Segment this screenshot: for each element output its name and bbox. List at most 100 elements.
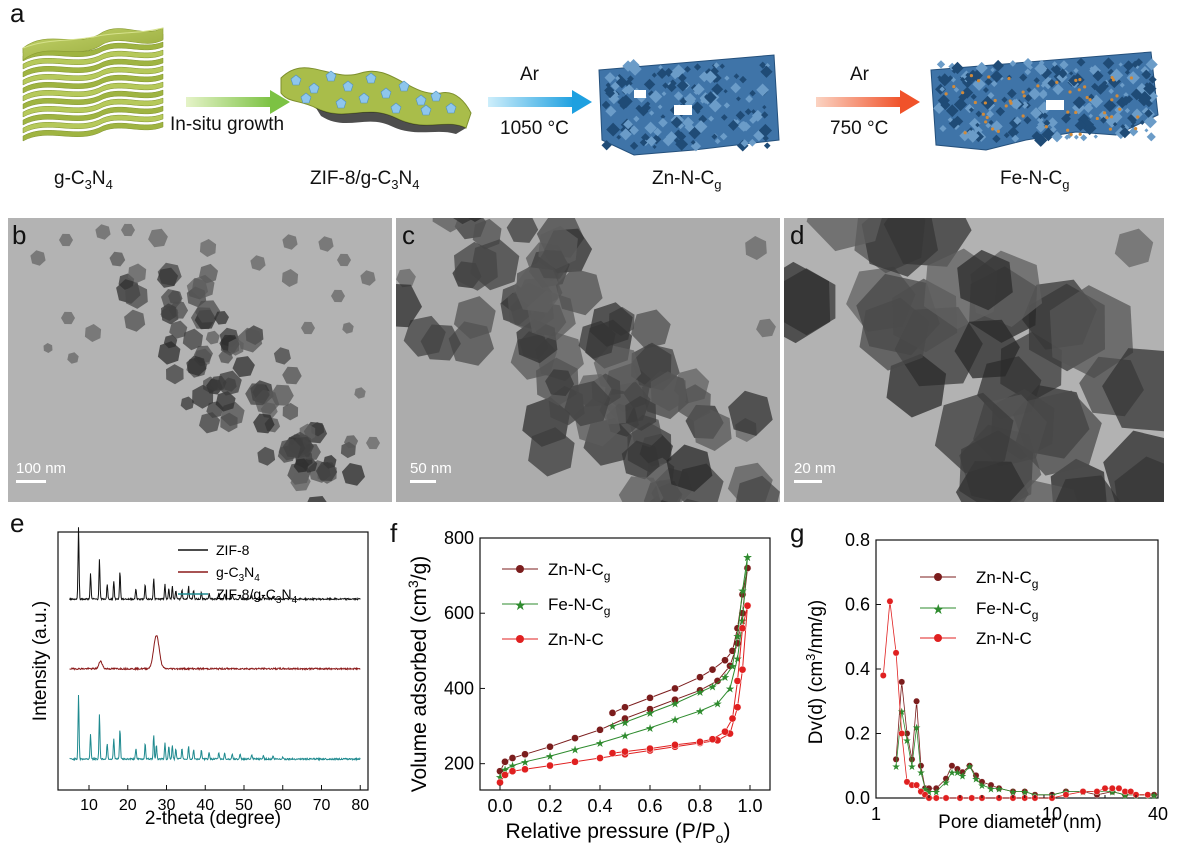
carbon-texture-mark (651, 72, 657, 78)
pore-y-tick-label: 0.4 (845, 659, 870, 679)
isotherm-chart: ★★★ ★ ★★★★★★★★★★★★★★★★★★★★★★★ 0.0 0.2 0.4 0.6… (406, 528, 771, 844)
carbon-texture-mark (1065, 112, 1071, 118)
isotherm-point-star: ★ (620, 730, 630, 742)
nanoparticle (420, 324, 461, 361)
fe-site-dot (1134, 127, 1138, 131)
fe-site-dot (987, 75, 991, 79)
nanoparticle (278, 438, 301, 461)
carbon-texture-mark (1047, 78, 1057, 88)
xrd-chart: 10 20 30 40 50 60 70 80 2-theta (degree) Intens… (30, 527, 369, 829)
isotherm-point-star: ★ (725, 683, 735, 695)
stack-layer (22, 113, 164, 134)
isotherm-x-tick-label: 0.4 (587, 796, 612, 816)
pore-point-star: ★ (995, 784, 1004, 795)
xrd-chart-frame (57, 531, 369, 791)
carbon-texture-mark (1073, 67, 1079, 74)
carbon-texture-mark (987, 91, 995, 99)
isotherm-point (743, 601, 752, 610)
xrd-legend: ZIF-8 g-C3N4 ZIF-8/g-C3N4 (178, 542, 298, 606)
pore-point-star: ★ (947, 768, 956, 779)
carbon-texture-mark (733, 73, 740, 80)
carbon-texture-mark (1007, 126, 1019, 139)
fe-site-dot (983, 101, 987, 105)
pore-size-chart: ★★★★★★★★★★★★★★★★★★★★★★★★★★★★★★ 110400.00… (803, 530, 1168, 833)
pore-point-star: ★ (1020, 788, 1029, 799)
fe-site-dot (1022, 94, 1026, 98)
carbon-texture-mark (660, 114, 666, 120)
isotherm-x-tick-label: 1.0 (737, 796, 762, 816)
nanoparticle (1114, 228, 1154, 268)
nanoparticle (317, 501, 321, 502)
nanoparticle (506, 218, 539, 243)
carbon-texture-mark (629, 141, 639, 151)
carbon-texture-mark (1003, 132, 1010, 139)
zif8-crystal (380, 87, 392, 99)
carbon-texture-mark (1052, 83, 1064, 96)
carbon-texture-mark (627, 75, 634, 83)
isotherm-point (696, 673, 704, 682)
carbon-texture-mark (1119, 82, 1125, 88)
carbon-texture-mark (1103, 99, 1117, 113)
fe-site-dot (1074, 110, 1078, 115)
carbon-texture-mark (1009, 60, 1017, 67)
pore-point (1093, 788, 1101, 795)
carbon-texture-mark (648, 110, 655, 116)
carbon-texture-mark (1013, 116, 1022, 125)
fe-site-dot (1004, 104, 1008, 108)
legend-text-fe-n-cg: Fe-N-Cg (548, 595, 610, 618)
carbon-texture-mark (1050, 63, 1062, 75)
carbon-texture-mark (661, 91, 667, 97)
stack-layer (22, 81, 164, 102)
isotherm-point-star: ★ (720, 672, 730, 684)
carbon-texture-mark (694, 120, 708, 134)
nanoparticle (59, 233, 73, 247)
carbon-texture-mark (959, 130, 971, 142)
nanoparticle (536, 250, 569, 279)
carbon-texture-mark (1102, 80, 1108, 86)
carbon-texture-mark (1034, 62, 1048, 76)
pore-legend-text-zn-n-cg: Zn-N-Cg (976, 568, 1038, 591)
zif8-crystal (430, 90, 442, 102)
fe-site-dot (1136, 115, 1140, 119)
carbon-texture-mark (1058, 68, 1067, 77)
legend-text-zn-n-c: Zn-N-C (548, 630, 604, 649)
nanoparticle (161, 303, 177, 321)
stack-layer (22, 89, 164, 110)
nanoparticle (282, 234, 298, 250)
carbon-texture-mark (623, 84, 635, 95)
nanoparticle (1055, 475, 1121, 502)
carbon-texture-mark (1066, 132, 1073, 139)
isotherm-point-star: ★ (595, 738, 605, 750)
carbon-texture-mark (1073, 134, 1079, 140)
isotherm-point (508, 767, 517, 776)
fe-site-dot (1110, 98, 1114, 102)
nanoparticle (589, 302, 633, 347)
nanoparticle (180, 396, 194, 411)
fe-site-dot (963, 131, 967, 135)
nanoparticle (453, 296, 496, 339)
gc3n4-caption: g-C3N4 (54, 168, 113, 192)
carbon-texture-mark (691, 101, 704, 114)
xrd-x-tick-label: 30 (158, 797, 176, 814)
isotherm-point-star: ★ (670, 714, 680, 726)
xrd-x-tick-label: 80 (351, 797, 369, 814)
isotherm-point (708, 665, 717, 674)
carbon-texture-mark (735, 110, 746, 121)
nanoparticle (1114, 456, 1164, 502)
nanoparticle (1015, 390, 1102, 476)
carbon-texture-mark (671, 64, 686, 79)
nanoparticle (192, 384, 214, 409)
fe-site-dot (1088, 98, 1092, 102)
carbon-texture-mark (714, 138, 721, 145)
fe-site-dot (973, 100, 977, 105)
carbon-texture-mark (601, 100, 611, 110)
pore-point (898, 678, 906, 686)
nanoparticle (228, 338, 244, 356)
carbon-texture-mark (985, 122, 992, 129)
temp-1050-label: 1050 °C (500, 118, 569, 139)
isotherm-point-star: ★ (508, 761, 518, 773)
carbon-texture-mark (953, 97, 968, 112)
carbon-texture-mark (1118, 62, 1123, 67)
carbon-texture-mark (1008, 117, 1021, 130)
nanoparticle (756, 318, 776, 338)
